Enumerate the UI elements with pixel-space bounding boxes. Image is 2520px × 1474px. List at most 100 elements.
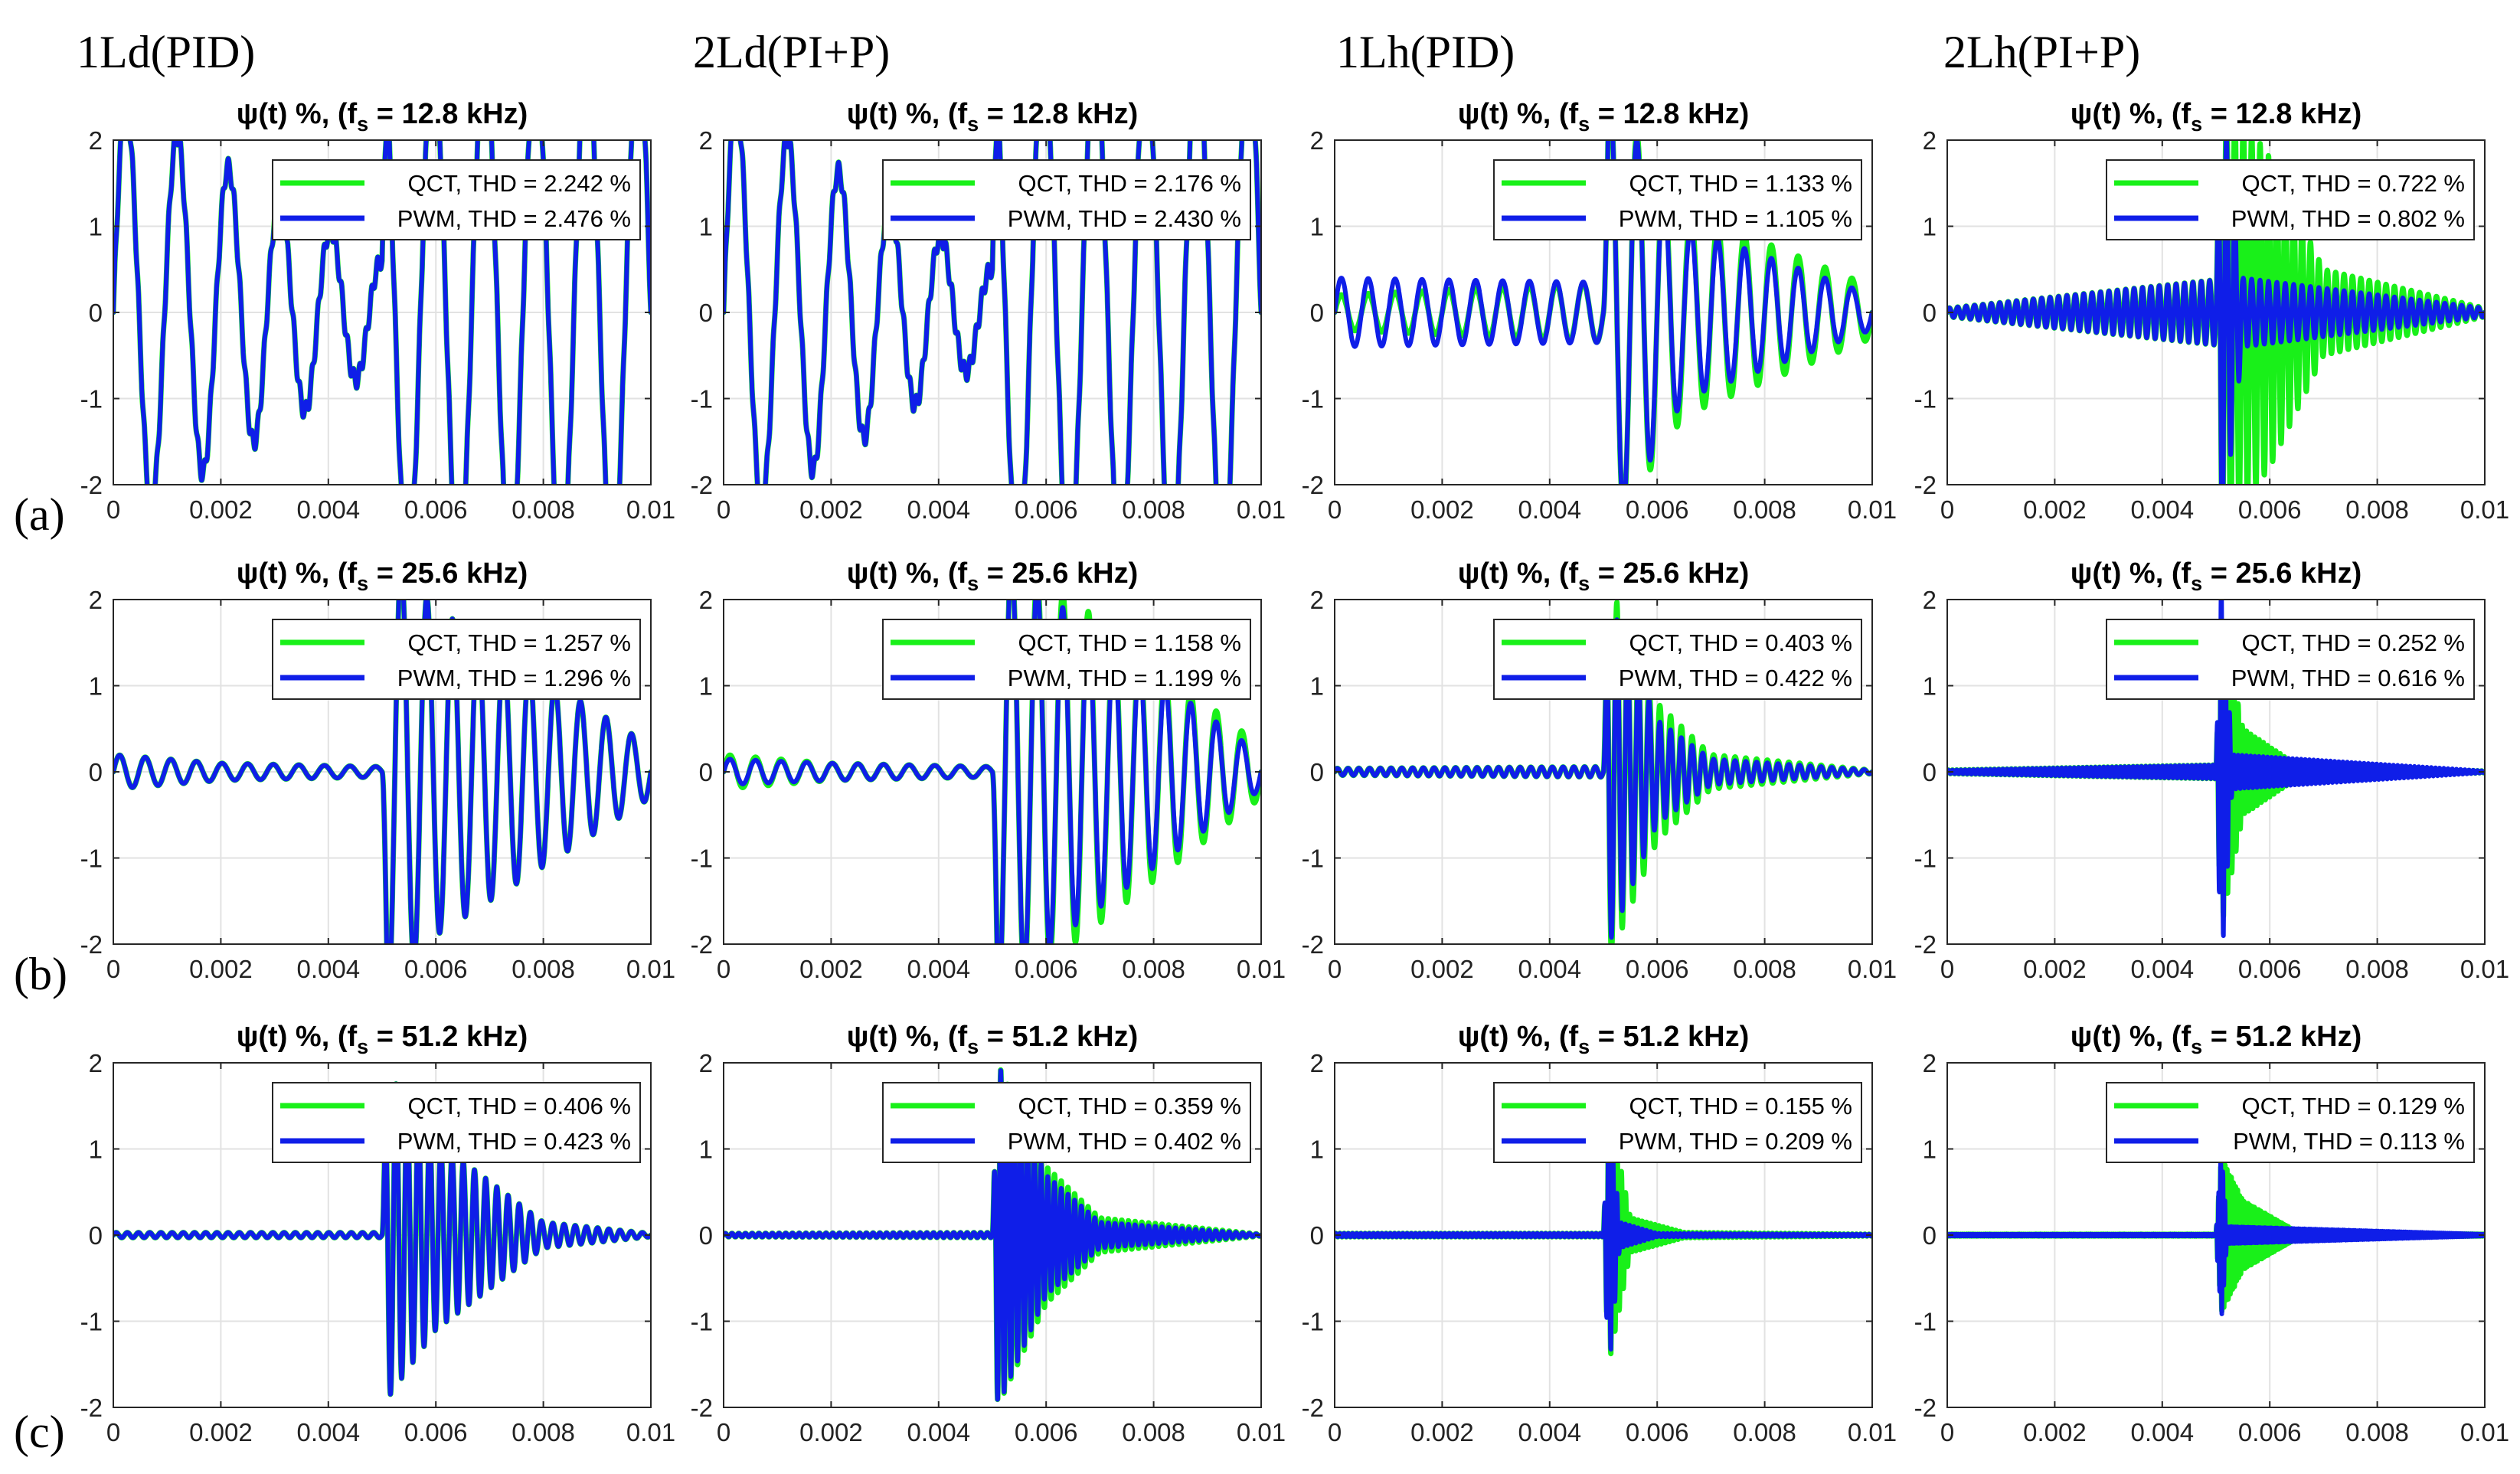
x-tick-label: 0: [1328, 495, 1342, 524]
title-prefix: ψ(t) %, (f: [237, 1021, 358, 1053]
y-tick-label: -1: [1302, 1308, 1324, 1336]
x-tick-label: 0.004: [907, 955, 971, 983]
x-tick-label: 0.006: [2238, 955, 2302, 983]
title-prefix: ψ(t) %, (f: [237, 557, 358, 590]
series-line-pwm: [724, 140, 1261, 485]
legend-label-pwm: PWM, THD = 0.422 %: [1619, 665, 1852, 691]
legend: QCT, THD = 0.359 % PWM, THD = 0.402 %: [882, 1082, 1251, 1163]
panel-1ld-pid--r0: 0 0.002 0.004 0.006 0.008 0.01 2 1 0 -1 -2 ψ(t) %, …: [80, 98, 675, 524]
series-line-pwm: [1335, 140, 1872, 485]
x-tick-label: 0.006: [1626, 955, 1689, 983]
y-tick-label: 1: [1310, 1136, 1324, 1164]
legend-label-pwm: PWM, THD = 1.296 %: [397, 665, 631, 691]
y-tick-label: -1: [1914, 385, 1937, 413]
y-tick-label: 1: [1923, 213, 1937, 241]
series-line-pwm: [724, 600, 1261, 944]
y-tick-label: -2: [1914, 930, 1937, 959]
y-tick-label: 0: [1310, 758, 1324, 786]
x-tick-label: 0.008: [512, 495, 575, 524]
panel-2ld-pi-p--r2: 0 0.002 0.004 0.006 0.008 0.01 2 1 0 -1 -2 ψ(t) %, …: [691, 1021, 1286, 1446]
legend-label-pwm: PWM, THD = 2.476 %: [397, 205, 631, 232]
series-line-pwm: [113, 1081, 651, 1397]
panel-title: ψ(t) %, (fs = 12.8 kHz): [847, 98, 1138, 136]
y-tick-label: -2: [691, 1394, 713, 1422]
x-tick-label: 0.006: [404, 495, 468, 524]
x-tick-label: 0.002: [189, 1418, 253, 1446]
title-suffix: = 25.6 kHz): [368, 557, 528, 590]
y-tick-label: 2: [89, 586, 103, 614]
y-tick-label: 0: [89, 1221, 103, 1250]
x-tick-label: 0.008: [2345, 1418, 2409, 1446]
x-tick-label: 0.01: [1237, 1418, 1286, 1446]
y-tick-label: -1: [80, 1308, 103, 1336]
legend-label-qct: QCT, THD = 1.158 %: [1018, 629, 1241, 656]
legend-label-pwm: PWM, THD = 0.113 %: [2233, 1128, 2465, 1155]
x-tick-label: 0.008: [2345, 495, 2409, 524]
x-tick-label: 0: [1328, 1418, 1342, 1446]
title-prefix: ψ(t) %, (f: [847, 98, 968, 130]
series-line-pwm: [113, 140, 651, 485]
title-suffix: = 51.2 kHz): [2202, 1021, 2361, 1053]
x-tick-label: 0.004: [1518, 1418, 1582, 1446]
panel-title: ψ(t) %, (fs = 51.2 kHz): [847, 1021, 1138, 1058]
panel-title: ψ(t) %, (fs = 12.8 kHz): [1458, 98, 1749, 136]
legend-label-qct: QCT, THD = 0.252 %: [2242, 629, 2465, 656]
y-tick-label: 0: [1310, 1221, 1324, 1250]
title-prefix: ψ(t) %, (f: [847, 557, 968, 590]
panel-title: ψ(t) %, (fs = 25.6 kHz): [1458, 557, 1749, 595]
x-tick-label: 0.01: [2460, 1418, 2509, 1446]
x-tick-label: 0.01: [1237, 495, 1286, 524]
y-tick-label: 0: [699, 1221, 713, 1250]
panel-title: ψ(t) %, (fs = 25.6 kHz): [237, 557, 528, 595]
legend: QCT, THD = 0.129 % PWM, THD = 0.113 %: [2106, 1082, 2475, 1163]
title-subscript: s: [1578, 1035, 1590, 1058]
x-tick-label: 0: [106, 495, 120, 524]
panel-title: ψ(t) %, (fs = 51.2 kHz): [237, 1021, 528, 1058]
column-title-2ld-pi-p: 2Ld(PI+P): [693, 27, 890, 77]
title-subscript: s: [1578, 572, 1590, 595]
y-tick-label: -1: [1914, 1308, 1937, 1336]
x-tick-label: 0.01: [1848, 495, 1897, 524]
panel-2ld-pi-p--r0: 0 0.002 0.004 0.006 0.008 0.01 2 1 0 -1 -2 ψ(t) %, …: [691, 98, 1286, 524]
title-subscript: s: [2191, 113, 2202, 136]
legend-label-qct: QCT, THD = 2.242 %: [408, 170, 631, 197]
title-prefix: ψ(t) %, (f: [847, 1021, 968, 1053]
title-suffix: = 12.8 kHz): [979, 98, 1138, 130]
x-tick-label: 0.008: [512, 1418, 575, 1446]
x-tick-label: 0.008: [1733, 1418, 1796, 1446]
x-tick-label: 0.004: [2131, 955, 2195, 983]
y-tick-label: 1: [89, 672, 103, 701]
panel-title: ψ(t) %, (fs = 25.6 kHz): [2071, 557, 2361, 595]
column-title-1ld-pid: 1Ld(PID): [77, 27, 255, 77]
y-tick-label: 0: [89, 299, 103, 327]
x-tick-label: 0.006: [1626, 495, 1689, 524]
legend-label-qct: QCT, THD = 1.133 %: [1629, 170, 1852, 197]
panel-title: ψ(t) %, (fs = 51.2 kHz): [1458, 1021, 1749, 1058]
x-tick-label: 0: [1940, 1418, 1954, 1446]
title-prefix: ψ(t) %, (f: [2071, 98, 2192, 130]
y-tick-label: 1: [699, 1136, 713, 1164]
y-tick-label: 2: [699, 586, 713, 614]
y-tick-label: 0: [699, 758, 713, 786]
title-suffix: = 12.8 kHz): [368, 98, 528, 130]
x-tick-label: 0.01: [1848, 955, 1897, 983]
title-prefix: ψ(t) %, (f: [237, 98, 358, 130]
panel-1lh-pid--r0: 0 0.002 0.004 0.006 0.008 0.01 2 1 0 -1 -2 ψ(t) %, …: [1302, 98, 1897, 524]
y-tick-label: -1: [80, 385, 103, 413]
x-tick-label: 0.006: [404, 955, 468, 983]
y-tick-label: 1: [1923, 672, 1937, 701]
legend-label-qct: QCT, THD = 0.129 %: [2242, 1093, 2465, 1119]
panel-2lh-pi-p--r1: 0 0.002 0.004 0.006 0.008 0.01 2 1 0 -1 -2 ψ(t) %, …: [1914, 557, 2509, 983]
x-tick-label: 0.006: [404, 1418, 468, 1446]
title-suffix: = 51.2 kHz): [368, 1021, 528, 1053]
legend-label-qct: QCT, THD = 0.406 %: [408, 1093, 631, 1119]
x-tick-label: 0.002: [189, 955, 253, 983]
x-tick-label: 0.01: [1237, 955, 1286, 983]
x-tick-label: 0.004: [907, 495, 971, 524]
series-line-pwm: [1947, 600, 2485, 938]
title-subscript: s: [1578, 113, 1590, 136]
legend-label-pwm: PWM, THD = 2.430 %: [1008, 205, 1241, 232]
series-line-pwm: [1335, 617, 1872, 940]
legend-label-qct: QCT, THD = 1.257 %: [408, 629, 631, 656]
